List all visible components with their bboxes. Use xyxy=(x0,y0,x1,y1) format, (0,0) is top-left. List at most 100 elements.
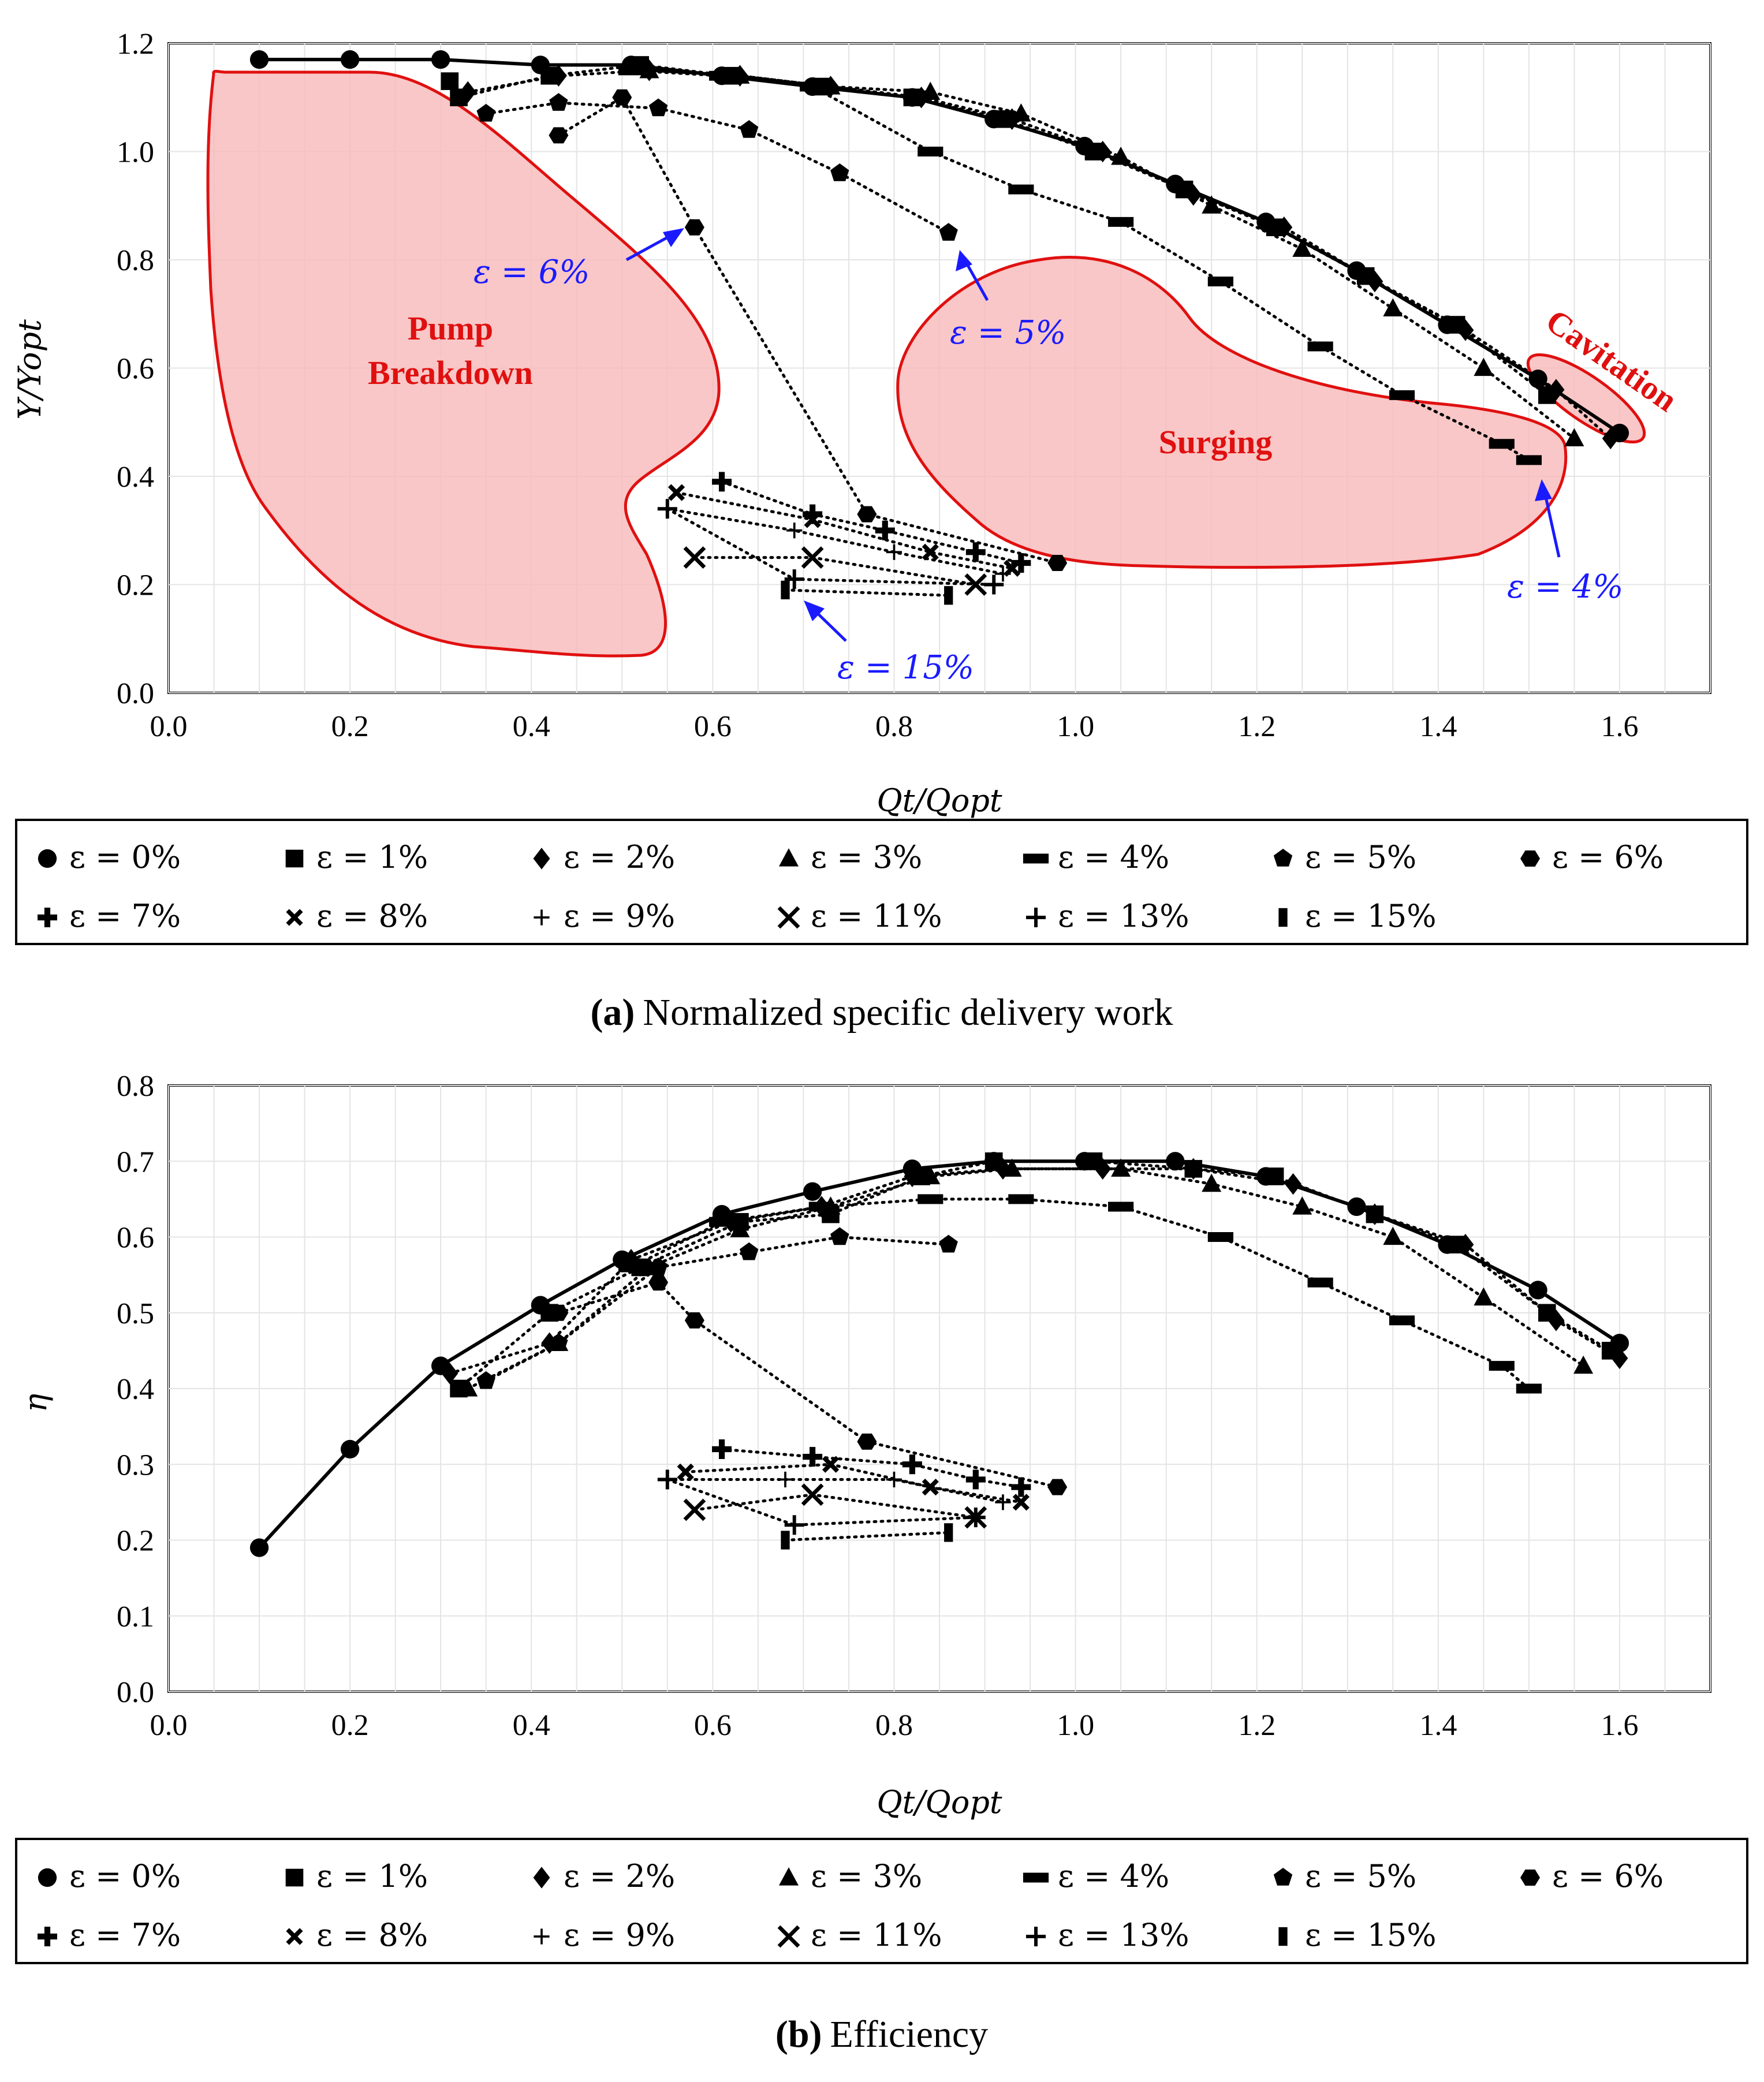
marker-eps-11 xyxy=(683,1498,706,1521)
marker-eps-2 xyxy=(1547,379,1565,401)
marker-eps-8 xyxy=(677,1463,694,1480)
legend-marker-eps-3 xyxy=(779,1867,799,1886)
legend-label-eps-11: ε = 11% xyxy=(811,898,942,934)
series-line-eps-9 xyxy=(666,507,1005,576)
y-tick-label: 0.6 xyxy=(117,1222,154,1255)
marker-eps-0 xyxy=(340,50,360,69)
legend-label-eps-8: ε = 8% xyxy=(316,898,428,934)
marker-eps-8 xyxy=(922,1479,939,1496)
marker-eps-6 xyxy=(648,1274,669,1291)
marker-eps-13 xyxy=(984,574,1004,595)
marker-eps-0 xyxy=(340,1439,360,1459)
series-line-eps-7 xyxy=(720,480,1023,565)
legend-marker-eps-0 xyxy=(38,849,57,868)
marker-eps-9 xyxy=(777,1471,793,1488)
y-tick-label: 0.4 xyxy=(117,461,154,494)
y-tick-label: 0.1 xyxy=(117,1600,154,1633)
marker-eps-4 xyxy=(1389,390,1415,400)
marker-eps-3 xyxy=(730,1219,750,1237)
legend-label-eps-4: ε = 4% xyxy=(1058,839,1169,875)
marker-eps-15 xyxy=(781,1531,790,1550)
marker-eps-2 xyxy=(913,87,930,109)
legend-label-eps-2: ε = 2% xyxy=(564,839,675,875)
marker-eps-3 xyxy=(1474,1287,1494,1306)
marker-eps-6 xyxy=(1047,1479,1068,1495)
series-line-eps-2 xyxy=(448,1167,1621,1375)
marker-eps-3 xyxy=(1292,1196,1312,1215)
marker-eps-3 xyxy=(1383,1226,1403,1245)
marker-eps-6 xyxy=(1047,555,1068,571)
legend-label-eps-2: ε = 2% xyxy=(564,1858,675,1894)
series-line-eps-9 xyxy=(666,1478,1005,1504)
legend-marker-eps-5 xyxy=(1273,1868,1293,1886)
panel-b-legend-box xyxy=(15,1838,1748,1964)
series-line-eps-0 xyxy=(258,1159,1621,1550)
marker-eps-7 xyxy=(1011,1477,1031,1497)
marker-eps-6 xyxy=(612,89,632,106)
y-tick-label: 1.2 xyxy=(117,28,154,61)
marker-eps-9 xyxy=(995,1494,1011,1510)
marker-eps-3 xyxy=(1383,298,1403,316)
marker-eps-7 xyxy=(965,542,986,562)
marker-eps-13 xyxy=(784,1515,804,1535)
marker-eps-4 xyxy=(1516,455,1542,465)
marker-eps-3 xyxy=(920,81,941,100)
marker-eps-5 xyxy=(648,98,668,117)
panel-b-caption: (b) Efficiency xyxy=(775,2013,988,2055)
series-line-eps-5 xyxy=(484,101,950,234)
legend-label-eps-9: ε = 9% xyxy=(564,1917,675,1953)
x-tick-label: 1.6 xyxy=(1601,710,1638,743)
legend-marker-eps-11 xyxy=(777,906,800,929)
marker-eps-3 xyxy=(1111,1158,1131,1177)
marker-eps-3 xyxy=(1111,147,1131,165)
panel-b-tick-labels: 0.0 0.2 0.4 0.6 0.8 1.0 1.2 1.4 1.6 0.0 0.1 0.2 0.3 0… xyxy=(117,1070,1638,1742)
x-tick-label: 1.2 xyxy=(1238,710,1276,743)
panel-a-legend: ε = 0% ε = 1% ε = 2% ε = 3% ε = 4% ε = 5% ε = … xyxy=(38,839,1664,934)
marker-eps-11 xyxy=(683,546,706,569)
marker-eps-2 xyxy=(1602,427,1619,450)
marker-eps-2 xyxy=(1457,319,1474,341)
marker-eps-4 xyxy=(800,81,826,92)
marker-eps-2 xyxy=(1611,1347,1628,1370)
marker-eps-3 xyxy=(1002,1158,1022,1177)
y-tick-label: 0.8 xyxy=(117,1070,154,1103)
annot-eps6-arrowhead xyxy=(663,228,684,247)
marker-eps-0 xyxy=(1347,1197,1366,1217)
marker-eps-3 xyxy=(920,1166,941,1185)
annot-eps4: ε = 4% xyxy=(1507,568,1623,606)
legend-marker-eps-9 xyxy=(534,1928,550,1945)
y-tick-label: 0.2 xyxy=(117,1525,154,1558)
panel-a-caption-text: Normalized specific delivery work xyxy=(643,991,1173,1033)
marker-eps-4 xyxy=(1008,184,1034,195)
legend-label-eps-15: ε = 15% xyxy=(1305,1917,1437,1953)
marker-eps-4 xyxy=(1108,1202,1134,1212)
legend-marker-eps-2 xyxy=(533,848,550,870)
marker-eps-0 xyxy=(1528,370,1547,389)
marker-eps-2 xyxy=(1185,184,1202,206)
annot-eps6: ε = 6% xyxy=(473,253,590,291)
legend-marker-eps-13 xyxy=(1026,1927,1046,1946)
series-line-eps-4 xyxy=(629,1197,1531,1390)
panel-b-caption-prefix: (b) xyxy=(775,2013,822,2055)
x-tick-label: 1.2 xyxy=(1238,1709,1276,1742)
x-tick-label: 1.4 xyxy=(1419,710,1457,743)
legend-marker-eps-6 xyxy=(1520,1870,1540,1886)
marker-eps-2 xyxy=(1185,1158,1202,1180)
legend-marker-eps-1 xyxy=(285,1868,304,1887)
marker-eps-2 xyxy=(994,1158,1012,1180)
marker-eps-2 xyxy=(441,1363,458,1385)
marker-eps-5 xyxy=(740,1242,759,1260)
marker-eps-15 xyxy=(781,580,790,600)
x-tick-label: 0.4 xyxy=(513,710,550,743)
marker-eps-4 xyxy=(1207,1232,1233,1242)
marker-eps-5 xyxy=(740,120,759,138)
marker-eps-7 xyxy=(965,1469,986,1490)
marker-eps-3 xyxy=(821,76,841,95)
legend-label-eps-8: ε = 8% xyxy=(316,1917,428,1953)
marker-eps-4 xyxy=(918,147,943,156)
marker-eps-3 xyxy=(458,1378,478,1397)
series-line-eps-15 xyxy=(784,588,950,597)
legend-label-eps-6: ε = 6% xyxy=(1552,1858,1664,1894)
legend-marker-eps-4 xyxy=(1023,853,1049,864)
